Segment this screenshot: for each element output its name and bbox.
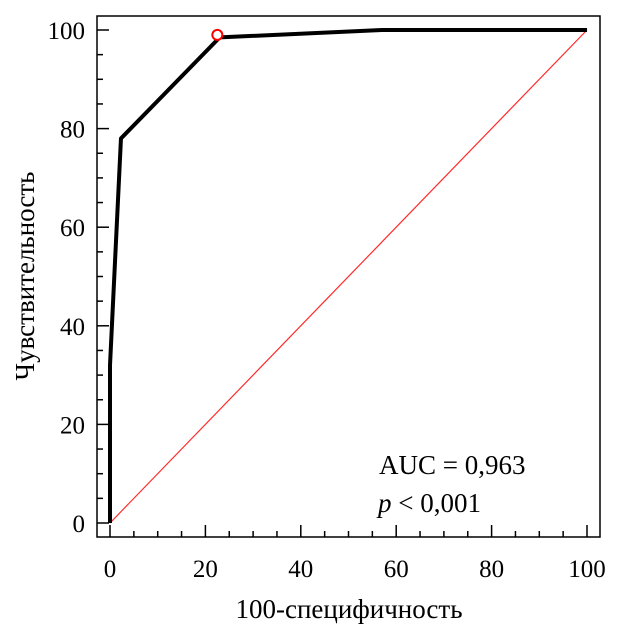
y-tick-label: 20 — [60, 412, 85, 439]
x-tick-label: 0 — [104, 556, 117, 583]
auc-annotation: AUC = 0,963 — [379, 450, 525, 480]
y-tick-label: 100 — [48, 18, 86, 45]
p-value-annotation: p < 0,001 — [376, 488, 481, 518]
y-tick-label: 40 — [60, 314, 85, 341]
optimal-cutoff-point — [211, 28, 224, 41]
axis-ticks: 0 20 40 60 80 100 0 20 40 60 80 100 — [48, 18, 606, 583]
y-tick-label: 0 — [73, 511, 86, 538]
x-tick-label: 60 — [384, 556, 409, 583]
roc-curve-line — [108, 28, 587, 523]
x-tick-label: 20 — [193, 556, 218, 583]
y-tick-label: 80 — [60, 117, 85, 144]
p-symbol: p — [376, 488, 392, 518]
x-tick-label: 40 — [288, 556, 313, 583]
x-tick-label: 100 — [568, 556, 606, 583]
x-tick-label: 80 — [479, 556, 504, 583]
series-layer — [108, 28, 588, 524]
reference-diagonal-line — [109, 29, 588, 524]
x-axis-title: 100-специфичность — [235, 594, 462, 624]
p-value-text: < 0,001 — [392, 488, 481, 518]
y-tick-label: 60 — [60, 215, 85, 242]
y-axis-title: Чувствительность — [10, 172, 40, 381]
